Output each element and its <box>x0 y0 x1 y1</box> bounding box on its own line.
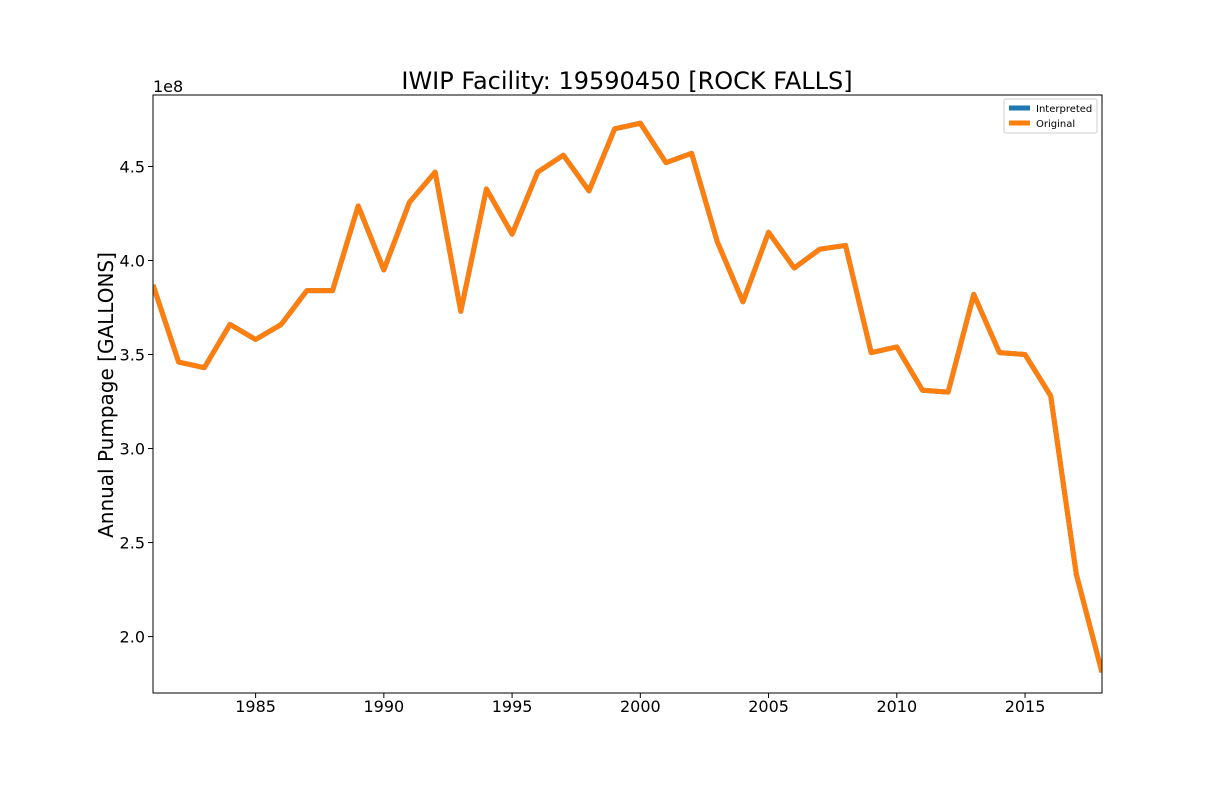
y-offset-label: 1e8 <box>153 77 183 96</box>
y-tick-label: 3.0 <box>120 440 145 459</box>
x-tick-label: 2015 <box>1005 697 1046 716</box>
x-tick-label: 2005 <box>748 697 789 716</box>
x-tick-label: 1985 <box>235 697 276 716</box>
legend: Interpreted Original <box>1003 98 1098 134</box>
y-tick-label: 4.0 <box>120 251 145 270</box>
x-tick-label: 2000 <box>620 697 661 716</box>
legend-label: Interpreted <box>1036 104 1092 115</box>
x-tick-label: 1990 <box>363 697 404 716</box>
chart-title: IWIP Facility: 19590450 [ROCK FALLS] <box>401 67 852 95</box>
series-line-interpreted <box>153 120 1102 673</box>
x-tick-label: 1995 <box>492 697 533 716</box>
x-tick-label: 2010 <box>876 697 917 716</box>
series-line-original <box>153 120 1102 673</box>
y-tick-label: 2.5 <box>120 534 145 553</box>
legend-label: Original <box>1036 119 1075 130</box>
y-tick-label: 3.5 <box>120 346 145 365</box>
axes-frame <box>152 94 1103 694</box>
y-tick-label: 4.5 <box>120 157 145 176</box>
y-axis-label: Annual Pumpage [GALLONS] <box>94 252 118 538</box>
axis-ticks: 1985 1990 1995 2000 2005 2010 2015 2.0 2.5 3.0 3.5… <box>120 157 1046 716</box>
series-lines <box>153 120 1102 673</box>
y-tick-label: 2.0 <box>120 628 145 647</box>
